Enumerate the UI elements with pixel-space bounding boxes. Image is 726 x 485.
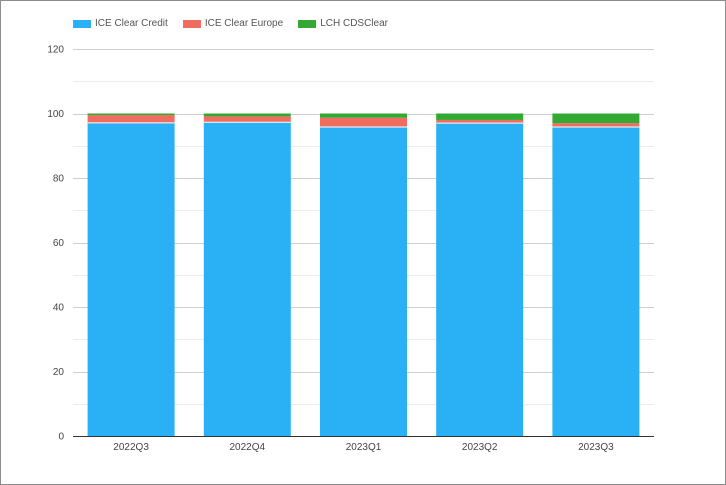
legend-label-ice-clear-europe: ICE Clear Europe (204, 18, 284, 29)
legend-label-lch-cdsclear: LCH CDSClear (320, 18, 388, 29)
x-tick-label: 2023Q1 (346, 442, 382, 453)
y-tick-label: 100 (47, 109, 64, 120)
bar-segment-lch-cdsclear-2022q4[interactable] (203, 113, 291, 117)
bar-segment-lch-cdsclear-2023q2[interactable] (436, 113, 524, 120)
y-tick-label: 20 (53, 367, 65, 378)
x-tick-label: 2022Q3 (113, 442, 149, 453)
legend-swatch-lch-cdsclear (298, 19, 317, 28)
bar-segment-ice-clear-europe-2023q1[interactable] (320, 117, 407, 128)
bar-segment-ice-clear-credit-2023q2[interactable] (436, 123, 524, 437)
bar-segment-ice-clear-credit-2023q1[interactable] (320, 127, 407, 437)
bar-segment-lch-cdsclear-2023q3[interactable] (552, 113, 640, 124)
bars (87, 113, 640, 437)
legend: ICE Clear Credit ICE Clear Europe LCH CD… (73, 18, 403, 29)
bar-segment-ice-clear-credit-2022q3[interactable] (87, 122, 175, 436)
legend-item-lch-cdsclear[interactable]: LCH CDSClear (298, 18, 388, 29)
y-tick-label: 120 (47, 45, 64, 56)
legend-swatch-ice-clear-credit (73, 19, 91, 28)
bar-segment-ice-clear-credit-2023q3[interactable] (552, 127, 640, 437)
legend-item-ice-clear-europe[interactable]: ICE Clear Europe (182, 18, 284, 29)
bar-segment-ice-clear-europe-2023q2[interactable] (436, 119, 524, 124)
tick-labels: 0 20 40 60 80 100 120 2022Q3 2022Q4 2023Q1 2023Q2 2… (47, 45, 614, 454)
bar-segment-ice-clear-credit-2022q4[interactable] (203, 122, 291, 437)
legend-swatch-ice-clear-europe (182, 19, 201, 28)
bar-segment-lch-cdsclear-2023q1[interactable] (320, 113, 407, 118)
x-tick-label: 2023Q3 (578, 442, 614, 453)
x-tick-label: 2023Q2 (462, 442, 498, 453)
legend-label-ice-clear-credit: ICE Clear Credit (95, 18, 168, 29)
y-tick-label: 80 (53, 174, 65, 185)
y-tick-label: 40 (53, 303, 65, 314)
y-tick-label: 0 (58, 432, 64, 443)
bar-segment-lch-cdsclear-2022q3[interactable] (87, 113, 175, 116)
bar-segment-ice-clear-europe-2023q3[interactable] (552, 123, 640, 128)
bar-segment-ice-clear-europe-2022q4[interactable] (203, 116, 291, 123)
y-tick-label: 60 (53, 238, 65, 249)
x-tick-label: 2022Q4 (230, 442, 266, 453)
legend-item-ice-clear-credit[interactable]: ICE Clear Credit (73, 18, 168, 29)
bar-segment-ice-clear-europe-2022q3[interactable] (87, 115, 175, 123)
